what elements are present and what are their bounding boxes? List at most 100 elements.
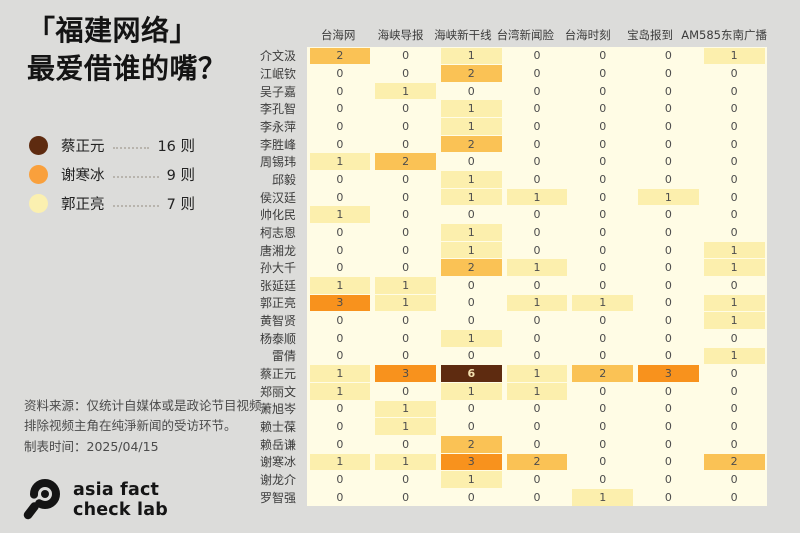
- legend-dotted-leader: [112, 175, 159, 178]
- row-label: 罗智强: [259, 490, 296, 505]
- legend-dotted-leader: [112, 146, 150, 149]
- legend-count: 7 则: [166, 197, 195, 213]
- logo-text-line-2: check lab: [73, 500, 168, 520]
- heatmap-cell: 1: [701, 294, 767, 312]
- legend-color-dot: [29, 194, 48, 213]
- heatmap-cell: 0: [373, 206, 439, 224]
- heatmap-cell: 0: [570, 100, 636, 118]
- heatmap-cell: 0: [636, 47, 702, 65]
- row-label: 郭正亮: [259, 296, 296, 311]
- heatmap-cell: 0: [504, 312, 570, 330]
- heatmap-cell: 3: [636, 365, 702, 383]
- column-header-label: 台湾新闻脸: [496, 28, 555, 42]
- heatmap-cell: 1: [307, 365, 373, 383]
- heatmap-cell: 0: [570, 382, 636, 400]
- heatmap-cell: 0: [373, 312, 439, 330]
- heatmap-cell: 1: [373, 276, 439, 295]
- heatmap-cell: 1: [504, 365, 570, 383]
- heatmap-cell: 0: [570, 206, 636, 224]
- row-label: 柯志恩: [259, 225, 296, 240]
- heatmap-cell: 0: [701, 82, 767, 100]
- page-title: 「福建网络」 最爱借谁的嘴？: [27, 12, 227, 88]
- magnifier-icon: [21, 477, 63, 525]
- heatmap-cell: 1: [307, 276, 373, 295]
- heatmap-cell: 1: [307, 153, 373, 171]
- heatmap-cell: 0: [373, 259, 439, 277]
- source-note: 资料来源：仅统计自媒体或是政论节目视频， 排除视频主角在纯淨新闻的受访环节。 制…: [24, 396, 274, 457]
- heatmap-cell: 0: [636, 224, 702, 242]
- heatmap-cell: 0: [636, 347, 702, 365]
- heatmap-cell: 1: [504, 382, 570, 400]
- heatmap-cell: 3: [307, 294, 373, 312]
- heatmap-cell: 0: [636, 118, 702, 136]
- heatmap-cell: 0: [438, 153, 504, 171]
- column-header-label: 宝岛报到: [627, 28, 674, 42]
- heatmap-cell: 0: [701, 65, 767, 83]
- heatmap-cell: 0: [701, 471, 767, 489]
- heatmap-cell: 1: [438, 471, 504, 489]
- heatmap-cell: 6: [438, 365, 504, 383]
- row-label: 黄智贤: [259, 314, 296, 329]
- heatmap-cell: 0: [307, 400, 373, 418]
- heatmap-cell: 0: [570, 453, 636, 471]
- legend-count: 9 则: [166, 168, 195, 184]
- source-note-line-2: 排除视频主角在纯淨新闻的受访环节。: [24, 418, 237, 434]
- heatmap-cell: 0: [373, 224, 439, 242]
- heatmap-cell: 1: [307, 453, 373, 471]
- row-label: 谢龙介: [259, 473, 296, 488]
- heatmap-cell: 1: [701, 259, 767, 277]
- row-label: 萧旭岑: [259, 402, 296, 417]
- legend-color-dot: [29, 165, 48, 184]
- heatmap-cell: 3: [373, 365, 439, 383]
- heatmap-cell: 0: [636, 418, 702, 436]
- heatmap-cell: 1: [373, 400, 439, 418]
- heatmap-cell: 0: [570, 171, 636, 189]
- heatmap-cell: 0: [438, 294, 504, 312]
- heatmap-cell: 1: [307, 382, 373, 400]
- heatmap-cell: 0: [701, 418, 767, 436]
- heatmap-cell: 0: [504, 347, 570, 365]
- heatmap-cell: 0: [570, 135, 636, 153]
- heatmap-cell: 0: [636, 241, 702, 259]
- heatmap-cell: 0: [701, 206, 767, 224]
- row-label: 孙大千: [259, 261, 296, 276]
- heatmap-cell: 0: [504, 488, 570, 506]
- heatmap-cell: 0: [636, 206, 702, 224]
- heatmap-cell: 0: [307, 241, 373, 259]
- row-label: 介文汲: [259, 49, 296, 64]
- heatmap-cell: 0: [636, 65, 702, 83]
- heatmap-cell: 0: [307, 171, 373, 189]
- heatmap-cell: 0: [504, 118, 570, 136]
- heatmap-cell: 0: [570, 188, 636, 206]
- heatmap-cell: 1: [504, 294, 570, 312]
- heatmap-cell: 0: [373, 471, 439, 489]
- legend-name: 谢寒冰: [61, 168, 105, 184]
- heatmap-row-labels: 介文汲 江岷钦 吴子嘉 李孔智 李永萍 李胜峰 周锡玮 邱毅 侯汉廷 帅化民 柯志恩 唐湘龙 孙大千 张延…: [200, 47, 300, 506]
- heatmap-cell: 2: [438, 259, 504, 277]
- heatmap-cell: 0: [636, 171, 702, 189]
- heatmap-cell: 0: [701, 224, 767, 242]
- heatmap-cell: 1: [701, 347, 767, 365]
- heatmap-cell: 1: [438, 47, 504, 65]
- heatmap-cell: 0: [307, 471, 373, 489]
- row-label: 李永萍: [259, 119, 296, 134]
- heatmap-cell: 0: [504, 435, 570, 453]
- heatmap-cell: 0: [570, 347, 636, 365]
- heatmap-cell: 1: [373, 294, 439, 312]
- heatmap-cell: 0: [701, 382, 767, 400]
- legend-color-dot: [29, 136, 48, 155]
- heatmap-cell: 0: [438, 418, 504, 436]
- heatmap-cell: 0: [636, 135, 702, 153]
- heatmap-cell: 0: [636, 312, 702, 330]
- heatmap-cell: 0: [701, 488, 767, 506]
- column-header: 宝岛报到: [619, 27, 681, 43]
- heatmap-cell: 0: [636, 259, 702, 277]
- heatmap-cell: 0: [373, 100, 439, 118]
- heatmap-cell: 0: [701, 188, 767, 206]
- heatmap-cell: 0: [438, 400, 504, 418]
- heatmap-cell: 0: [636, 100, 702, 118]
- heatmap-cell: 0: [570, 471, 636, 489]
- heatmap-cell: 0: [307, 312, 373, 330]
- heatmap-cell: 1: [636, 188, 702, 206]
